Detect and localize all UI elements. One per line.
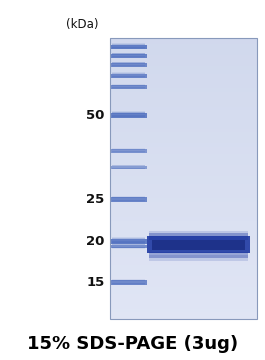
Bar <box>112 196 145 197</box>
Text: 15: 15 <box>86 276 105 289</box>
Bar <box>110 54 147 58</box>
Bar <box>110 85 147 89</box>
Bar <box>112 76 145 77</box>
Bar <box>112 283 145 284</box>
Bar <box>112 201 145 202</box>
Bar <box>110 280 147 285</box>
Bar <box>112 85 145 86</box>
Bar <box>110 74 147 77</box>
Bar <box>112 54 145 55</box>
Bar <box>110 63 147 67</box>
Bar <box>149 252 248 258</box>
Text: 50: 50 <box>86 109 105 122</box>
Bar <box>112 84 145 85</box>
Text: 20: 20 <box>86 235 105 248</box>
Bar <box>112 66 145 67</box>
Bar <box>112 43 145 44</box>
Bar <box>149 233 248 240</box>
Bar <box>112 116 145 118</box>
Bar <box>112 62 145 63</box>
Bar <box>110 197 147 202</box>
Bar <box>112 168 145 169</box>
Bar <box>112 56 145 57</box>
Bar <box>112 165 145 166</box>
Bar <box>149 231 248 237</box>
Bar <box>112 65 145 66</box>
Bar <box>112 88 145 89</box>
Bar <box>112 242 145 243</box>
Bar <box>110 166 147 169</box>
Text: 15% SDS-PAGE (3ug): 15% SDS-PAGE (3ug) <box>27 335 238 353</box>
Bar <box>112 112 145 113</box>
Bar <box>110 245 147 248</box>
Bar <box>112 167 145 168</box>
Bar <box>110 149 147 153</box>
Bar <box>152 240 245 250</box>
Bar <box>112 149 145 150</box>
Bar <box>112 244 145 246</box>
Bar <box>112 44 145 45</box>
Bar <box>112 197 145 198</box>
Bar <box>112 237 145 238</box>
Bar <box>112 279 145 280</box>
Bar <box>110 45 147 49</box>
Bar <box>112 280 145 281</box>
Bar <box>112 48 145 49</box>
Bar <box>112 53 145 54</box>
Bar <box>112 148 145 149</box>
Bar <box>112 243 145 245</box>
Bar <box>112 72 145 73</box>
Bar <box>110 38 257 319</box>
Bar <box>112 200 145 202</box>
Bar <box>112 47 145 48</box>
Bar <box>112 152 145 153</box>
Text: (kDa): (kDa) <box>65 18 98 31</box>
Bar <box>112 247 145 248</box>
Bar <box>112 151 145 153</box>
Bar <box>112 238 145 239</box>
Bar <box>112 57 145 58</box>
Bar <box>112 77 145 78</box>
Bar <box>110 113 147 117</box>
Bar <box>112 165 145 166</box>
Bar <box>147 236 250 253</box>
Bar <box>149 255 248 261</box>
Bar <box>110 239 147 244</box>
Bar <box>112 111 145 113</box>
Bar <box>112 87 145 88</box>
Bar <box>112 243 145 244</box>
Text: 25: 25 <box>86 193 105 206</box>
Bar <box>112 73 145 74</box>
Bar <box>112 116 145 117</box>
Bar <box>112 284 145 285</box>
